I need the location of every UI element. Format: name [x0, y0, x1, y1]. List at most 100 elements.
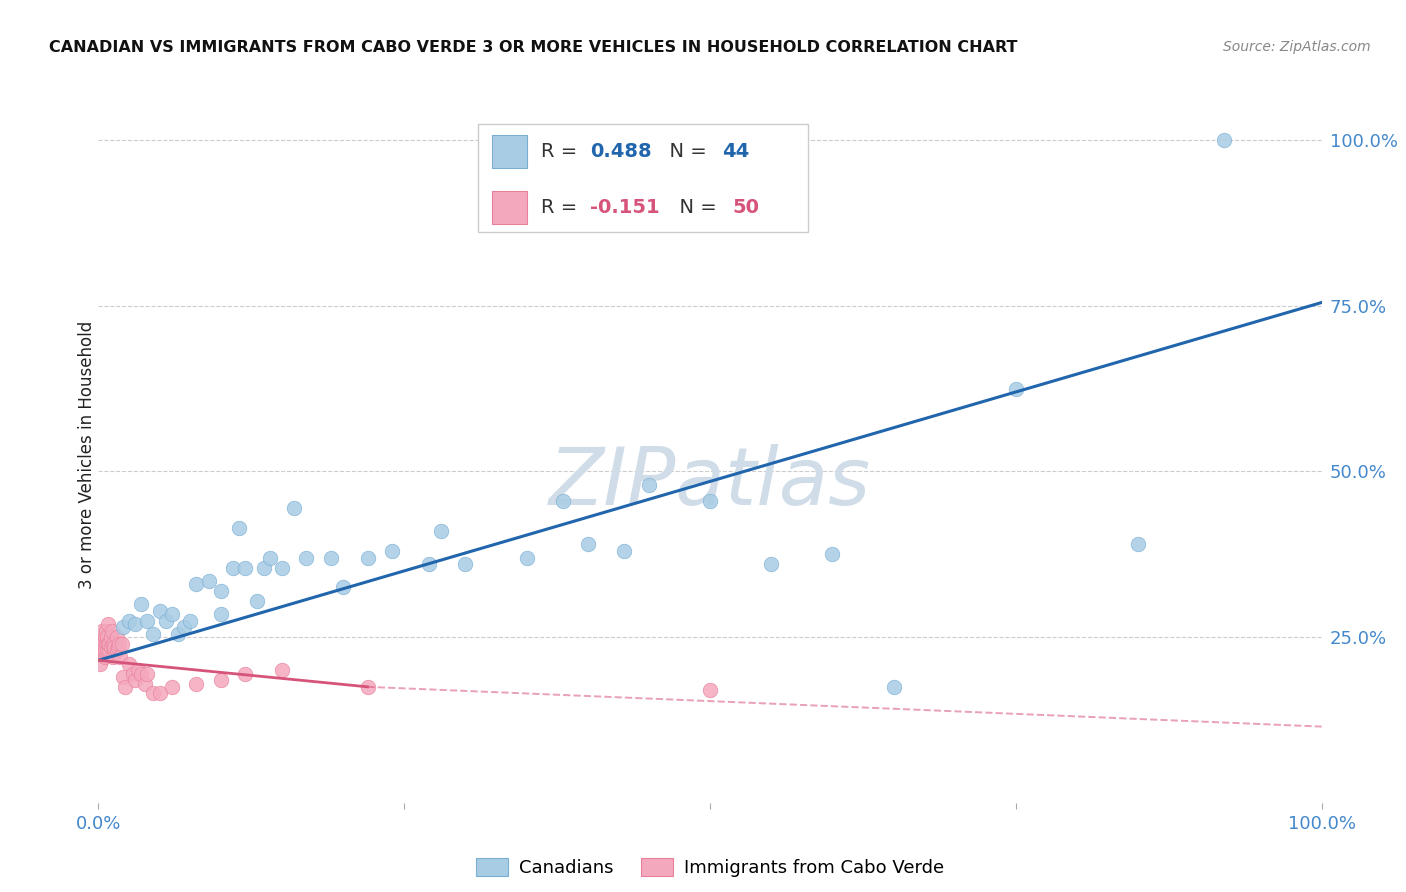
Point: [149, 686, 172, 700]
Point: [101, 637, 124, 651]
Point: [124, 616, 146, 631]
Point: [252, 560, 274, 574]
Point: [259, 550, 281, 565]
Point: [101, 624, 124, 638]
Point: [430, 524, 453, 538]
Point: [93, 630, 115, 644]
Point: [134, 676, 156, 690]
Point: [105, 643, 128, 657]
Point: [515, 550, 537, 565]
Point: [127, 663, 149, 677]
Point: [1128, 537, 1150, 551]
Point: [160, 680, 183, 694]
Point: [114, 680, 136, 694]
Point: [319, 550, 342, 565]
Point: [186, 577, 208, 591]
Point: [186, 676, 208, 690]
Point: [356, 680, 378, 694]
Point: [111, 637, 134, 651]
Point: [699, 494, 721, 508]
Point: [136, 614, 159, 628]
Point: [454, 558, 477, 572]
Point: [761, 558, 783, 572]
Point: [103, 640, 125, 654]
Point: [111, 620, 134, 634]
Point: [173, 620, 195, 634]
Point: [149, 604, 172, 618]
Point: [233, 560, 256, 574]
Point: [108, 637, 131, 651]
Point: [118, 614, 141, 628]
Point: [105, 630, 128, 644]
Point: [381, 544, 404, 558]
Point: [121, 666, 143, 681]
Point: [160, 607, 183, 621]
Point: [613, 544, 636, 558]
Point: [638, 477, 661, 491]
Y-axis label: 3 or more Vehicles in Household: 3 or more Vehicles in Household: [79, 321, 96, 589]
Point: [89, 657, 111, 671]
Point: [699, 683, 721, 698]
Text: N =: N =: [668, 198, 723, 217]
Point: [270, 560, 294, 574]
Point: [107, 640, 129, 654]
Point: [98, 637, 121, 651]
Text: N =: N =: [658, 142, 713, 161]
Point: [97, 616, 120, 631]
Point: [283, 500, 305, 515]
Point: [124, 673, 146, 688]
FancyBboxPatch shape: [478, 124, 808, 232]
Text: -0.151: -0.151: [591, 198, 659, 217]
Point: [356, 550, 378, 565]
Point: [246, 593, 269, 607]
Point: [103, 643, 125, 657]
Text: R =: R =: [541, 198, 583, 217]
Text: 50: 50: [733, 198, 759, 217]
Point: [100, 630, 122, 644]
Point: [233, 666, 256, 681]
Point: [89, 637, 111, 651]
Point: [118, 657, 141, 671]
Bar: [492, 135, 527, 169]
Point: [167, 627, 190, 641]
Point: [418, 558, 440, 572]
Text: ZIPatlas: ZIPatlas: [548, 443, 872, 522]
Point: [1212, 133, 1234, 147]
Point: [883, 680, 905, 694]
Point: [96, 630, 118, 644]
Point: [228, 521, 250, 535]
Point: [332, 581, 354, 595]
Point: [94, 624, 117, 638]
Point: [209, 673, 232, 688]
Point: [93, 643, 115, 657]
Point: [91, 643, 114, 657]
Text: 44: 44: [723, 142, 749, 161]
Point: [209, 583, 232, 598]
Point: [129, 597, 152, 611]
Point: [101, 650, 124, 665]
Text: CANADIAN VS IMMIGRANTS FROM CABO VERDE 3 OR MORE VEHICLES IN HOUSEHOLD CORRELATI: CANADIAN VS IMMIGRANTS FROM CABO VERDE 3…: [49, 40, 1018, 55]
Point: [90, 643, 112, 657]
Point: [129, 666, 152, 681]
Text: 0.488: 0.488: [591, 142, 652, 161]
Point: [98, 643, 121, 657]
Point: [155, 614, 177, 628]
Point: [179, 614, 201, 628]
Point: [197, 574, 219, 588]
Point: [821, 547, 844, 561]
Point: [110, 650, 132, 665]
Text: R =: R =: [541, 142, 583, 161]
Point: [96, 643, 118, 657]
Point: [94, 637, 117, 651]
Point: [142, 686, 165, 700]
Point: [270, 663, 294, 677]
Point: [576, 537, 599, 551]
Point: [90, 637, 112, 651]
Point: [553, 494, 575, 508]
Point: [100, 640, 122, 654]
Point: [1004, 382, 1026, 396]
Point: [111, 670, 134, 684]
Bar: [492, 191, 527, 224]
Point: [93, 650, 115, 665]
Text: Source: ZipAtlas.com: Source: ZipAtlas.com: [1223, 40, 1371, 54]
